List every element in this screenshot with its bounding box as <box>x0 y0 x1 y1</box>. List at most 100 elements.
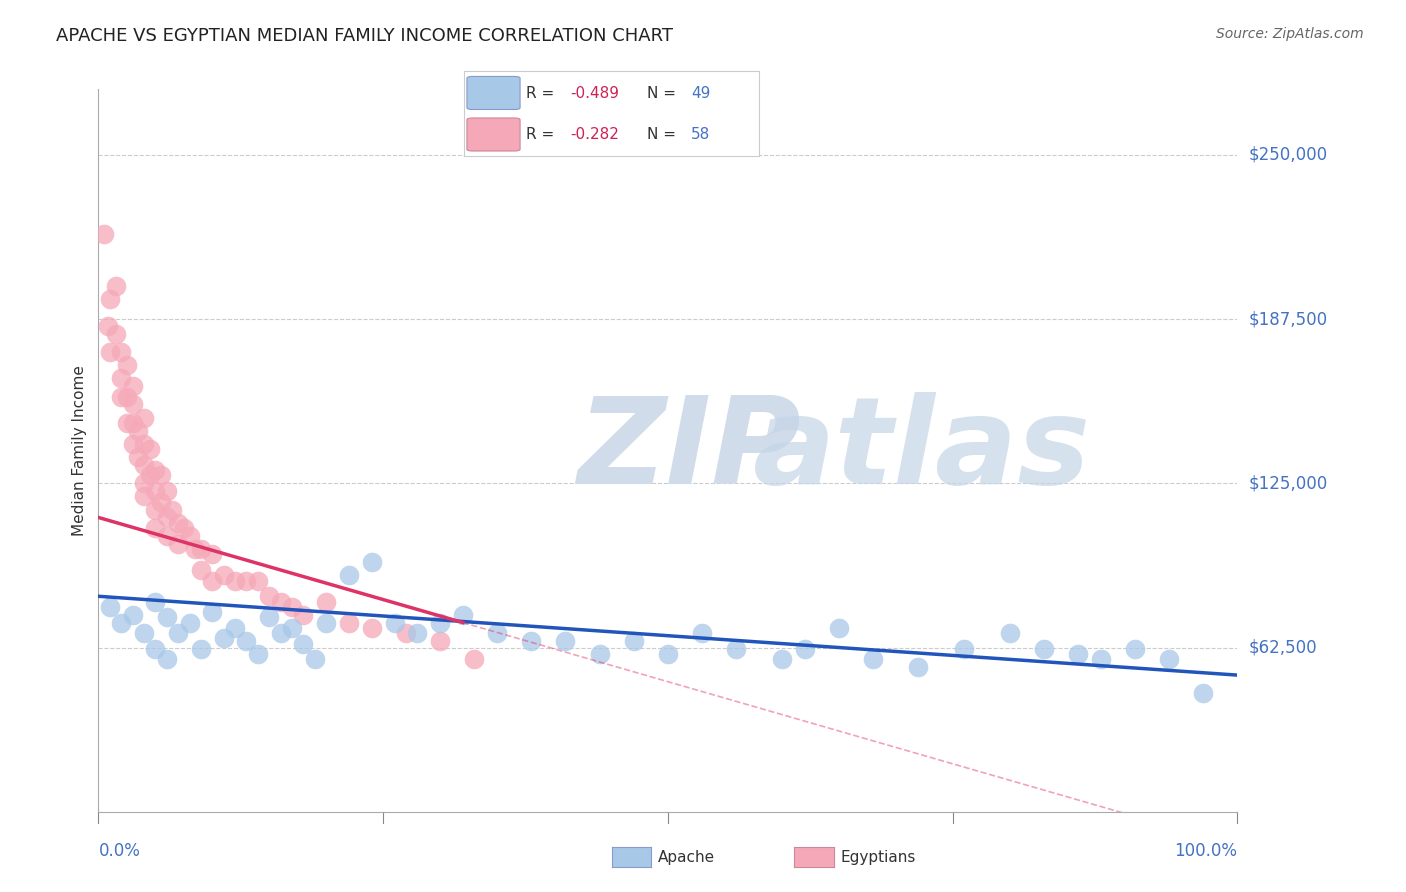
Point <box>862 652 884 666</box>
Point <box>1123 641 1146 656</box>
Text: R =: R = <box>526 86 560 101</box>
Point <box>1067 647 1090 661</box>
Point <box>828 621 851 635</box>
Point <box>212 568 235 582</box>
Point <box>145 594 167 608</box>
Point <box>179 529 201 543</box>
Point <box>167 537 190 551</box>
Point <box>167 516 190 530</box>
Point <box>212 632 235 646</box>
Point <box>623 634 645 648</box>
Text: -0.489: -0.489 <box>571 86 619 101</box>
Point <box>315 594 337 608</box>
Point <box>150 494 173 508</box>
Point <box>429 634 451 648</box>
Point <box>150 468 173 483</box>
Point <box>259 610 281 624</box>
Point <box>337 568 360 582</box>
Text: atlas: atlas <box>754 392 1091 509</box>
Point <box>246 647 269 661</box>
FancyBboxPatch shape <box>467 77 520 110</box>
Point <box>201 547 224 561</box>
Point <box>270 626 292 640</box>
Point <box>1157 652 1180 666</box>
Point <box>190 641 212 656</box>
Text: N =: N = <box>647 128 681 143</box>
Point <box>121 379 143 393</box>
Point <box>145 484 167 499</box>
Point <box>179 615 201 630</box>
Point <box>235 574 257 588</box>
Point <box>156 652 179 666</box>
Point <box>115 390 138 404</box>
Point <box>201 574 224 588</box>
Point <box>315 615 337 630</box>
Point <box>156 484 179 499</box>
Point <box>1192 686 1215 700</box>
Text: R =: R = <box>526 128 560 143</box>
Point <box>132 490 155 504</box>
Point <box>110 615 132 630</box>
Point <box>770 652 793 666</box>
Point <box>451 607 474 622</box>
Point <box>270 594 292 608</box>
Point <box>588 647 610 661</box>
Point <box>190 541 212 556</box>
Point <box>121 416 143 430</box>
Point <box>463 652 485 666</box>
Point <box>98 293 121 307</box>
Text: Egyptians: Egyptians <box>841 850 917 864</box>
Point <box>145 521 167 535</box>
Point <box>132 476 155 491</box>
Point <box>281 599 304 614</box>
Point <box>138 442 160 457</box>
Point <box>190 563 212 577</box>
Point <box>104 326 127 341</box>
Point <box>110 345 132 359</box>
Point <box>121 397 143 411</box>
Point <box>93 227 115 241</box>
Point <box>145 463 167 477</box>
Point <box>145 502 167 516</box>
Point <box>360 621 382 635</box>
Point <box>281 621 304 635</box>
Point <box>167 626 190 640</box>
Text: 49: 49 <box>692 86 710 101</box>
Point <box>337 615 360 630</box>
Point <box>953 641 976 656</box>
Point <box>96 318 118 333</box>
Point <box>292 607 315 622</box>
Text: Source: ZipAtlas.com: Source: ZipAtlas.com <box>1216 27 1364 41</box>
Point <box>132 626 155 640</box>
Point <box>127 424 149 438</box>
Point <box>429 615 451 630</box>
Point <box>998 626 1021 640</box>
Point <box>235 634 257 648</box>
Point <box>145 641 167 656</box>
Point <box>173 521 195 535</box>
Text: 100.0%: 100.0% <box>1174 842 1237 860</box>
Text: APACHE VS EGYPTIAN MEDIAN FAMILY INCOME CORRELATION CHART: APACHE VS EGYPTIAN MEDIAN FAMILY INCOME … <box>56 27 673 45</box>
Point <box>246 574 269 588</box>
Point <box>292 636 315 650</box>
Point <box>201 605 224 619</box>
Point <box>224 621 246 635</box>
Point <box>110 390 132 404</box>
Point <box>304 652 326 666</box>
Point <box>98 345 121 359</box>
FancyBboxPatch shape <box>467 118 520 151</box>
Point <box>1032 641 1054 656</box>
Point <box>127 450 149 464</box>
Text: -0.282: -0.282 <box>571 128 619 143</box>
Point <box>98 599 121 614</box>
Point <box>156 610 179 624</box>
Y-axis label: Median Family Income: Median Family Income <box>72 365 87 536</box>
Point <box>657 647 679 661</box>
Point <box>384 615 406 630</box>
Text: ZIP: ZIP <box>576 392 800 509</box>
Text: $250,000: $250,000 <box>1249 146 1327 164</box>
Point <box>115 358 138 372</box>
Point <box>259 589 281 603</box>
Point <box>138 468 160 483</box>
Point <box>162 502 184 516</box>
